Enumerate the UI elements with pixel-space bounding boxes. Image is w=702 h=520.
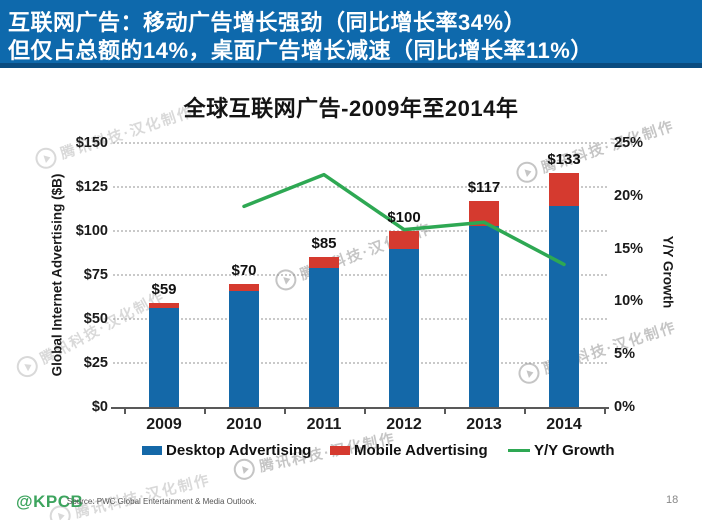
x-axis-tick — [604, 409, 606, 414]
headline-line-2: 但仅占总额的14%，桌面广告增长减速（同比增长率11%） — [8, 38, 593, 63]
legend-item-mobile-advertising: Mobile Advertising — [330, 442, 488, 459]
legend-label: Y/Y Growth — [534, 442, 615, 459]
bar-total-label-2010: $70 — [231, 261, 257, 279]
left-axis-tick-label: $150 — [75, 135, 108, 151]
source-note: Source: PWC Global Entertainment & Media… — [67, 497, 257, 506]
x-axis-label-2011: 2011 — [306, 416, 342, 433]
watermark: 腾讯科技·汉化制作 — [515, 316, 679, 387]
bar-desktop-2009 — [149, 308, 179, 407]
right-axis-tick-label: 15% — [614, 240, 644, 257]
bar-desktop-2011 — [309, 267, 339, 407]
bar-mobile-2009 — [149, 303, 179, 309]
bar-mobile-2011 — [309, 257, 339, 268]
x-axis-line — [111, 407, 609, 409]
legend-item-desktop-advertising: Desktop Advertising — [142, 442, 311, 459]
legend-label: Mobile Advertising — [354, 442, 488, 459]
gridline — [113, 362, 607, 364]
bar-desktop-2010 — [229, 290, 259, 407]
x-axis-label-2009: 2009 — [146, 416, 182, 433]
x-axis-label-2013: 2013 — [466, 416, 502, 433]
left-axis-tick-label: $125 — [75, 179, 108, 195]
watermark-logo-icon — [13, 352, 42, 381]
legend-label: Desktop Advertising — [166, 442, 312, 459]
watermark-logo-icon — [272, 266, 300, 294]
right-axis-tick-label: 20% — [614, 187, 644, 204]
right-axis-tick-label: 10% — [614, 293, 644, 310]
bar-total-label-2014: $133 — [547, 150, 581, 168]
chart-title: 全球互联网广告-2009年至2014年 — [183, 96, 519, 121]
x-axis-tick — [364, 409, 366, 414]
x-axis-tick — [124, 409, 126, 414]
bar-mobile-2013 — [469, 201, 499, 226]
bar-mobile-2010 — [229, 283, 259, 291]
x-axis-tick — [284, 409, 286, 414]
right-axis-title: Y/Y Growth — [660, 235, 676, 309]
right-axis-tick-label: 0% — [614, 399, 635, 415]
bar-mobile-2012 — [389, 231, 419, 249]
gridline — [113, 142, 607, 144]
kpcb-logo: @KPCB — [16, 492, 84, 511]
bar-desktop-2014 — [549, 206, 579, 407]
bar-total-label-2013: $117 — [467, 179, 501, 197]
x-axis-tick — [204, 409, 206, 414]
page-number: 18 — [666, 494, 679, 506]
gridline — [113, 186, 607, 188]
x-axis-label-2014: 2014 — [546, 416, 582, 433]
legend-swatch — [142, 446, 162, 455]
left-axis-tick-label: $25 — [83, 355, 108, 371]
gridline — [113, 230, 607, 232]
gridline — [113, 318, 607, 320]
bar-mobile-2014 — [549, 172, 579, 207]
left-axis-tick-label: $75 — [83, 267, 108, 283]
bar-total-label-2012: $100 — [387, 209, 421, 226]
legend-swatch — [330, 446, 350, 455]
x-axis-label-2010: 2010 — [226, 416, 262, 433]
left-axis-tick-label: $100 — [75, 223, 108, 239]
right-axis-tick-label: 25% — [614, 135, 644, 151]
legend-item-y-y-growth: Y/Y Growth — [508, 442, 615, 459]
x-axis-tick — [524, 409, 526, 414]
bar-total-label-2011: $85 — [311, 235, 337, 253]
headline-banner: 互联网广告：移动广告增长强劲（同比增长率34%） 但仅占总额的14%，桌面广告增… — [0, 0, 702, 68]
left-axis-tick-label: $50 — [83, 311, 108, 327]
x-axis-tick — [444, 409, 446, 414]
gridline — [113, 274, 607, 276]
right-axis-tick-label: 5% — [614, 346, 635, 363]
legend-swatch — [508, 448, 530, 453]
bar-total-label-2009: $59 — [151, 281, 177, 299]
x-axis-label-2012: 2012 — [386, 416, 422, 433]
bar-desktop-2012 — [389, 248, 419, 407]
left-axis-tick-label: $0 — [91, 399, 108, 415]
headline-line-1: 互联网广告：移动广告增长强劲（同比增长率34%） — [8, 10, 527, 35]
watermark-logo-icon — [231, 456, 257, 482]
watermark-logo-icon — [515, 360, 543, 387]
bar-desktop-2013 — [469, 225, 499, 407]
